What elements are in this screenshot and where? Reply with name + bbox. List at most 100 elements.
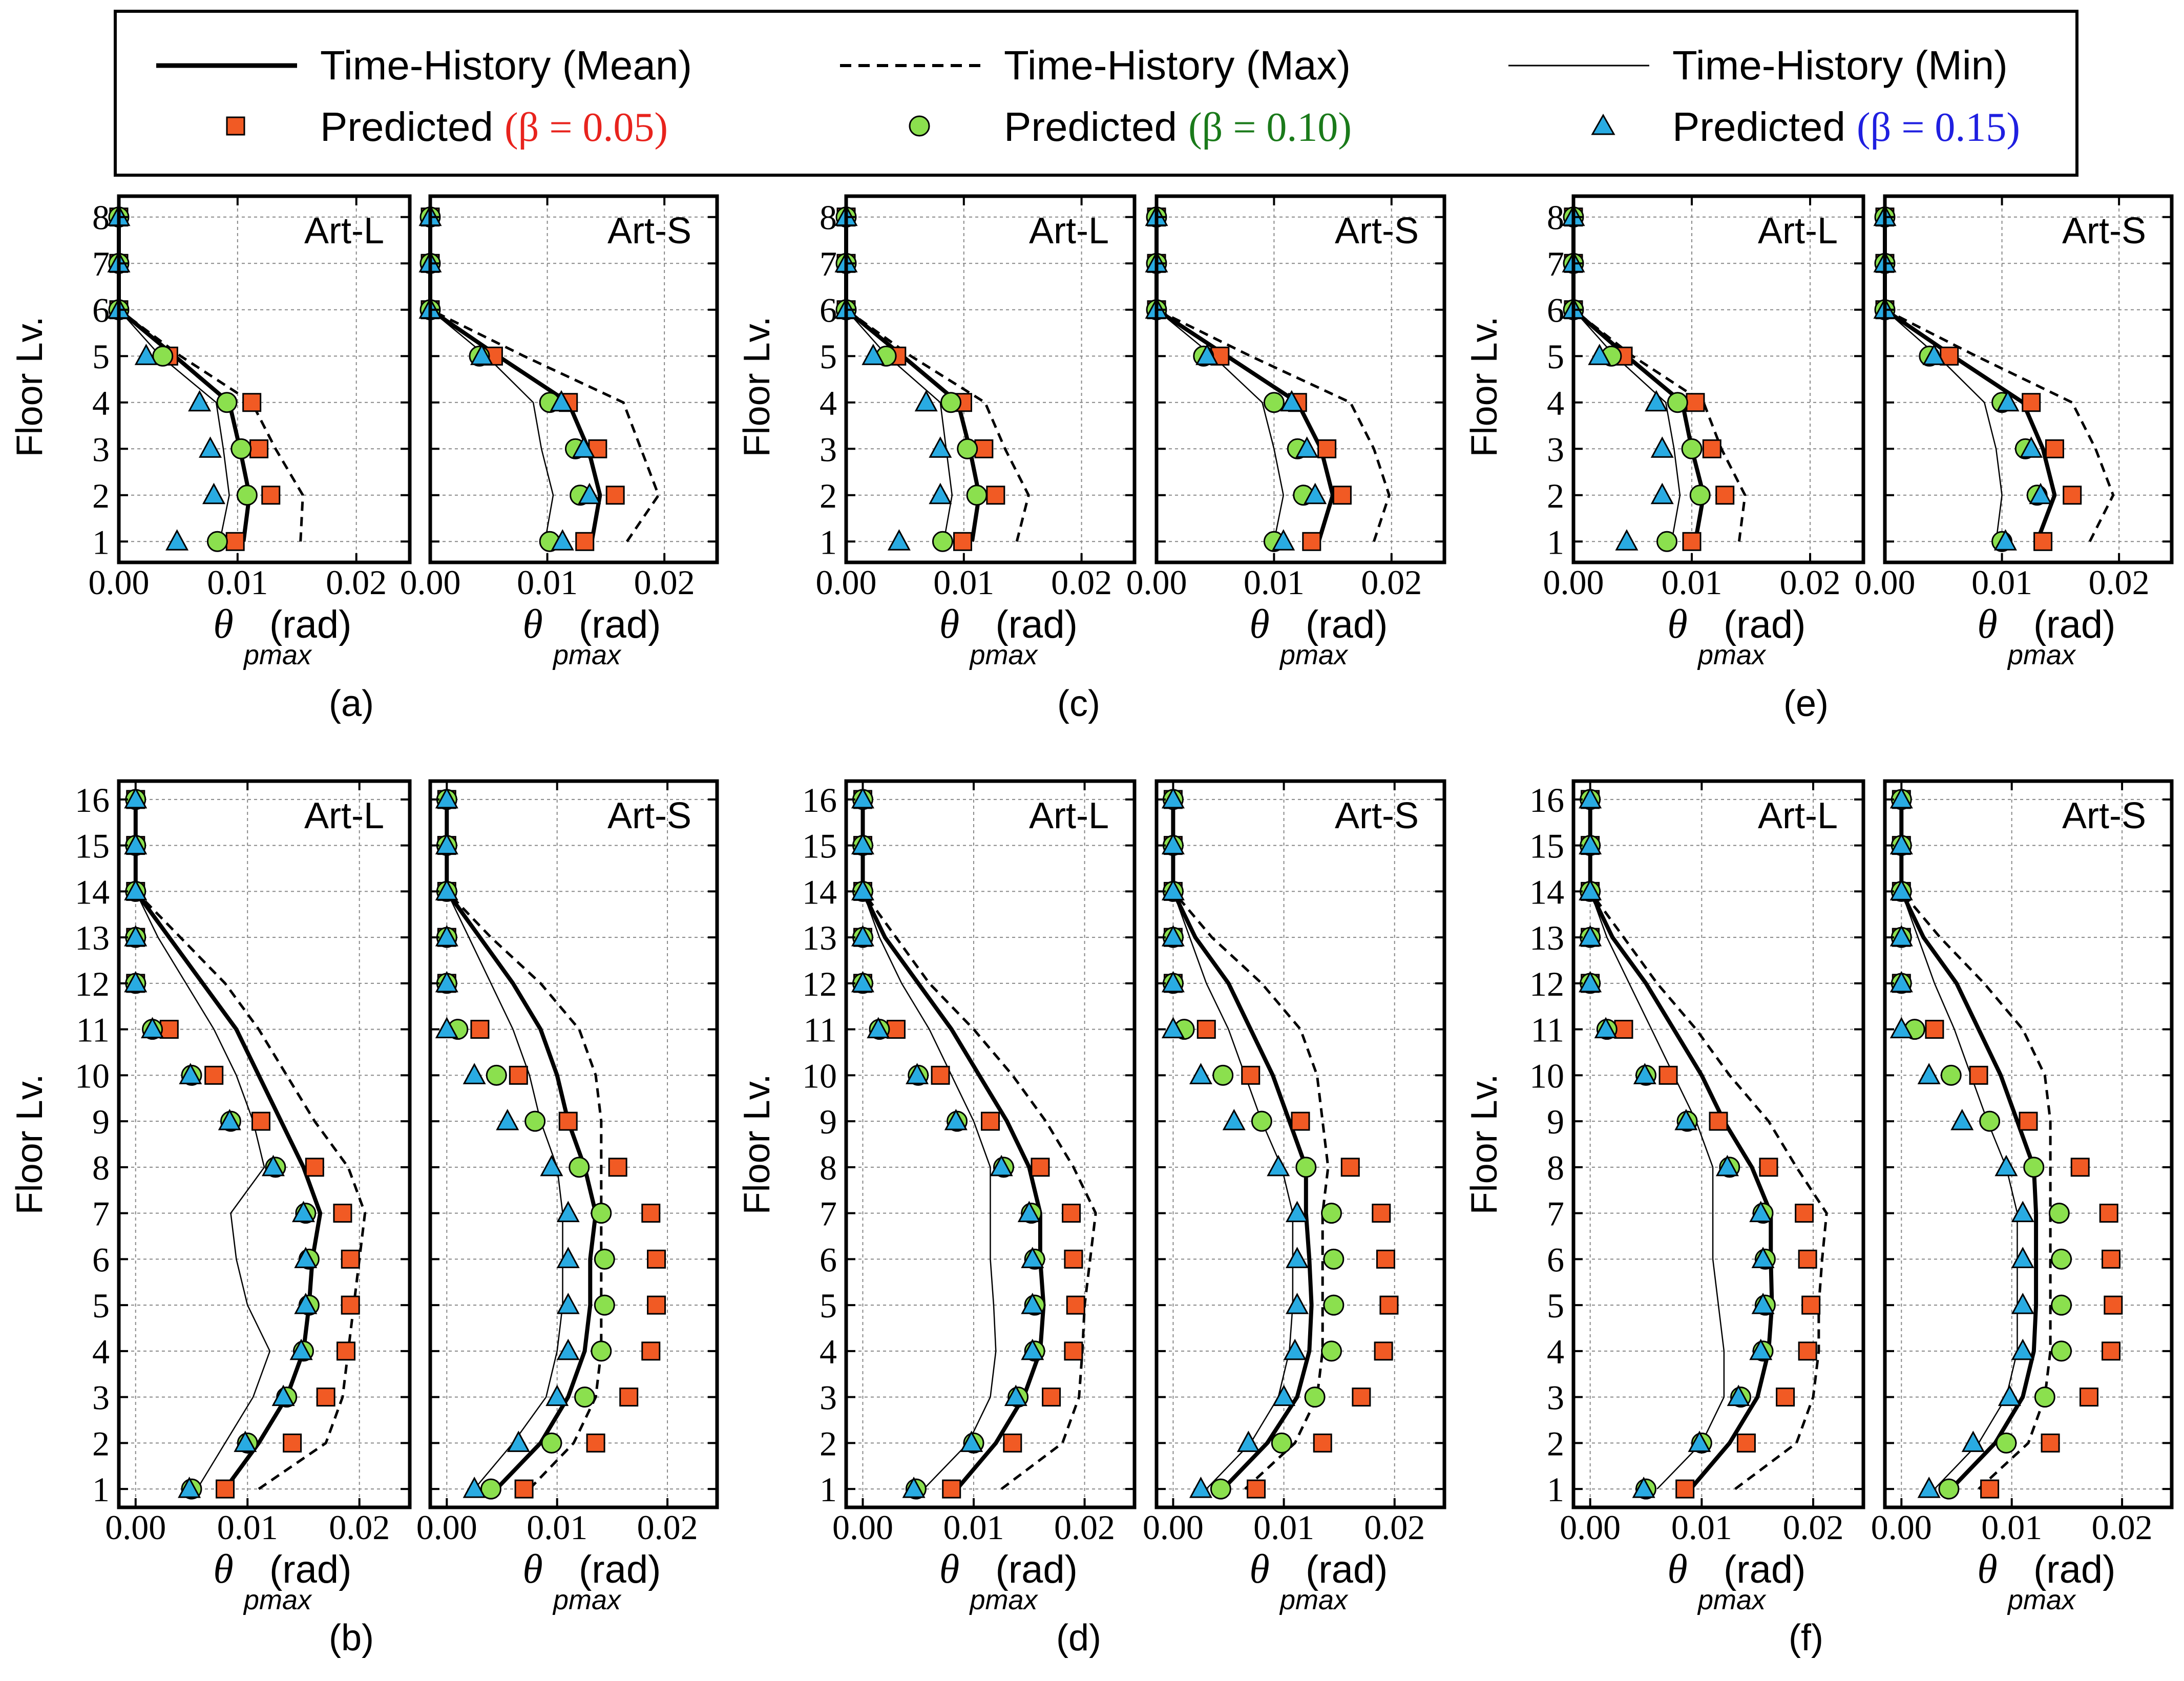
plot-frame xyxy=(844,779,1137,1509)
point-p15 xyxy=(1588,344,1611,365)
y-tick-label: 1 xyxy=(1547,1470,1564,1509)
point-p15 xyxy=(851,879,874,900)
point-p05 xyxy=(1686,393,1705,412)
point-p15 xyxy=(2011,1247,2034,1268)
x-axis-label-symbol: θ xyxy=(1977,1547,1997,1592)
point-p05 xyxy=(1614,1020,1633,1039)
point-p05 xyxy=(283,1433,302,1453)
y-tick-label: 6 xyxy=(820,1240,837,1279)
point-p15 xyxy=(1021,1247,1044,1268)
x-tick-label: 0.02 xyxy=(2092,1508,2153,1547)
point-p10 xyxy=(594,1248,615,1270)
legend-p15-marker xyxy=(1591,113,1615,135)
point-p15 xyxy=(1994,1154,2018,1176)
point-p10 xyxy=(966,485,988,506)
point-p05 xyxy=(942,1479,961,1499)
point-p10 xyxy=(1323,1294,1345,1316)
panel-caption: (d) xyxy=(1056,1617,1101,1658)
point-p05 xyxy=(1798,1249,1817,1269)
point-p15 xyxy=(1889,1017,1913,1039)
panel-caption: (e) xyxy=(1783,683,1829,724)
x-axis-label-subscript: pmax xyxy=(2007,1585,2076,1615)
point-p10 xyxy=(1212,1064,1234,1086)
point-p05 xyxy=(619,1388,639,1407)
point-p15 xyxy=(1295,436,1319,458)
series-max-line xyxy=(862,799,1097,1490)
y-tick-label: 3 xyxy=(92,430,110,469)
legend: Time-History (Mean) Time-History (Max) T… xyxy=(114,10,2078,177)
point-p15 xyxy=(1189,1063,1212,1084)
point-p15 xyxy=(1222,1108,1246,1130)
point-p15 xyxy=(1161,1017,1185,1039)
point-p10 xyxy=(1656,531,1678,552)
point-p05 xyxy=(605,486,625,505)
series-min-line xyxy=(446,799,563,1489)
y-tick-label: 14 xyxy=(75,872,110,911)
point-p15 xyxy=(1189,1476,1212,1498)
point-p10 xyxy=(569,1157,590,1178)
y-tick-label: 1 xyxy=(92,1470,110,1509)
point-p05 xyxy=(204,1065,224,1085)
point-p10 xyxy=(1271,1432,1292,1454)
point-p15 xyxy=(218,1108,241,1130)
point-p05 xyxy=(1715,486,1735,505)
point-p15 xyxy=(435,879,458,900)
x-axis-label-symbol: θ xyxy=(939,1547,959,1592)
point-p05 xyxy=(1042,1388,1061,1407)
legend-max-label: Time-History (Max) xyxy=(1004,43,1351,88)
point-p10 xyxy=(480,1478,501,1500)
y-tick-label: 3 xyxy=(820,1378,837,1417)
subplot-title: Art-S xyxy=(607,211,691,251)
y-tick-label: 2 xyxy=(820,1424,837,1463)
point-p10 xyxy=(236,485,258,506)
x-tick-label: 0.01 xyxy=(517,563,578,602)
y-tick-label: 4 xyxy=(1547,384,1564,423)
point-p05 xyxy=(1340,1158,1360,1177)
point-p15 xyxy=(291,1201,315,1223)
plot-frame xyxy=(1154,779,1446,1509)
x-axis-label-symbol: θ xyxy=(522,1547,542,1592)
point-p10 xyxy=(1667,392,1688,413)
plot-frame xyxy=(1571,194,1865,564)
x-tick-label: 0.01 xyxy=(1244,563,1305,602)
y-tick-label: 1 xyxy=(92,522,110,561)
point-p05 xyxy=(1302,532,1321,551)
point-p15 xyxy=(1993,529,2017,551)
x-axis-label-subscript: pmax xyxy=(243,640,312,670)
point-p15 xyxy=(1017,1201,1041,1223)
point-p05 xyxy=(1352,1388,1371,1407)
point-p05 xyxy=(986,486,1005,505)
series-mean-line xyxy=(117,217,252,542)
y-tick-label: 2 xyxy=(1547,1424,1564,1463)
y-tick-label: 1 xyxy=(1547,522,1564,561)
subplot-title: Art-L xyxy=(1758,211,1838,251)
point-p10 xyxy=(1251,1110,1272,1132)
x-axis-label-subscript: pmax xyxy=(1279,640,1349,670)
point-p15 xyxy=(1961,1431,1985,1452)
legend-p05-word: Predicted xyxy=(320,104,493,150)
point-p15 xyxy=(550,390,573,412)
x-axis-label-subscript: pmax xyxy=(552,640,622,670)
point-p10 xyxy=(940,392,962,413)
point-p15 xyxy=(1632,1476,1655,1498)
legend-p15-label: Predicted (β = 0.15) xyxy=(1672,104,2020,150)
y-tick-label: 3 xyxy=(1547,1378,1564,1417)
y-tick-label: 4 xyxy=(820,1332,837,1371)
y-tick-label: 13 xyxy=(1529,918,1564,957)
y-tick-label: 6 xyxy=(820,291,837,330)
point-p05 xyxy=(341,1295,360,1315)
x-tick-label: 0.00 xyxy=(1871,1508,1932,1547)
point-p05 xyxy=(647,1249,666,1269)
point-p10 xyxy=(2048,1203,2070,1224)
y-tick-label: 7 xyxy=(1547,1194,1564,1233)
point-p05 xyxy=(509,1065,528,1085)
y-tick-label: 2 xyxy=(820,476,837,515)
point-p15 xyxy=(556,1292,580,1314)
point-p05 xyxy=(1795,1204,1814,1223)
x-tick-label: 0.02 xyxy=(326,563,387,602)
point-p15 xyxy=(1161,787,1185,809)
point-p15 xyxy=(234,1431,257,1452)
subplot-title: Art-S xyxy=(2062,211,2146,251)
point-p15 xyxy=(1283,1338,1307,1360)
point-p15 xyxy=(1917,1476,1941,1498)
